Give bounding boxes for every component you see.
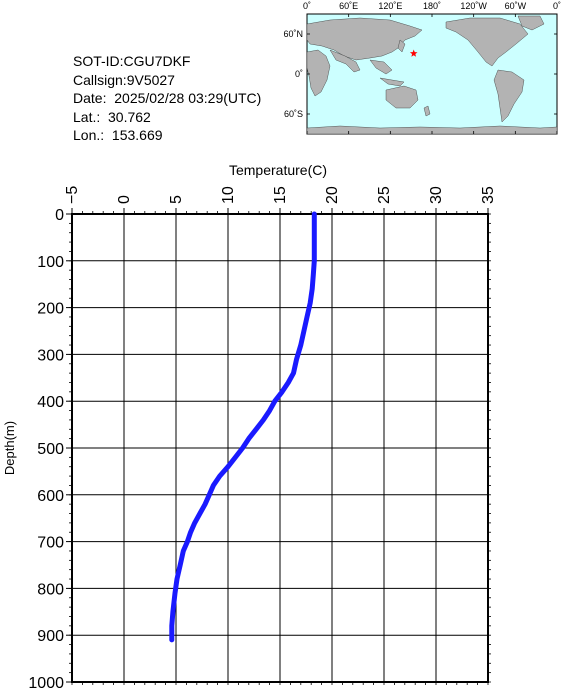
location-star-icon bbox=[409, 49, 418, 57]
land-indonesia bbox=[379, 77, 405, 87]
map-lon-label: 120˚E bbox=[378, 1, 402, 11]
land-europe-asia bbox=[306, 17, 423, 61]
land-seasia bbox=[369, 59, 393, 75]
y-tick-label: 500 bbox=[37, 441, 64, 458]
map-lon-label: 60˚W bbox=[505, 1, 527, 11]
x-tick-label: 30 bbox=[428, 186, 445, 204]
x-tick-label: 20 bbox=[324, 186, 341, 204]
land-greenland bbox=[517, 15, 545, 31]
world-map: 0˚ 60˚E 120˚E 180˚ 120˚W 60˚W 0˚ 60˚N 0˚ 60˚S bbox=[283, 1, 561, 135]
y-tick-label: 400 bbox=[37, 394, 64, 411]
sot-id-text: SOT-ID:CGU7DKF bbox=[73, 53, 191, 69]
land-africa bbox=[306, 49, 331, 97]
y-axis-label: Depth(m) bbox=[2, 421, 17, 475]
y-tick-label: 1000 bbox=[28, 675, 64, 690]
y-tick-label: 200 bbox=[37, 301, 64, 318]
map-lon-label: 0˚ bbox=[303, 1, 311, 11]
temperature-series-line bbox=[169, 211, 317, 643]
map-lon-label: 0˚ bbox=[553, 1, 561, 11]
map-land bbox=[306, 15, 558, 135]
land-north-america bbox=[445, 17, 529, 67]
callsign-text: Callsign:9V5027 bbox=[73, 71, 175, 88]
y-tick-label: 0 bbox=[55, 207, 64, 224]
x-tick-label: 25 bbox=[376, 186, 393, 204]
lat-text: Lat.: 30.762 bbox=[73, 108, 151, 125]
land-south-america bbox=[493, 69, 525, 123]
y-tick-label: 300 bbox=[37, 347, 64, 364]
land-nz bbox=[423, 105, 431, 117]
map-lon-label: 120˚W bbox=[460, 1, 487, 11]
y-tick-labels: 0 100 200 300 400 500 600 700 800 900 1000 bbox=[28, 207, 64, 690]
land-japan bbox=[397, 39, 406, 53]
date-text: Date: 2025/02/28 03:29(UTC) bbox=[73, 90, 262, 107]
chart-grid bbox=[71, 213, 489, 683]
map-lon-label: 180˚ bbox=[423, 1, 441, 11]
x-tick-label: 5 bbox=[168, 195, 185, 204]
y-tick-label: 800 bbox=[37, 581, 64, 598]
land-australia bbox=[385, 85, 419, 109]
y-tick-label: 700 bbox=[37, 535, 64, 552]
map-lon-label: 60˚E bbox=[339, 1, 358, 11]
x-tick-label: 15 bbox=[272, 186, 289, 204]
plot-frame bbox=[71, 213, 489, 683]
y-tick-label: 900 bbox=[37, 628, 64, 645]
map-lat-label: 60˚N bbox=[283, 29, 303, 39]
lon-text: Lon.: 153.669 bbox=[73, 127, 163, 144]
y-tick-label: 100 bbox=[37, 254, 64, 271]
map-lat-label: 0˚ bbox=[295, 69, 303, 79]
x-tick-label: 35 bbox=[480, 186, 497, 204]
map-lat-label: 60˚S bbox=[284, 109, 303, 119]
chart-ticks bbox=[66, 208, 491, 685]
profile-info: SOT-ID:CGU7DKF Callsign:9V5027 Date: 202… bbox=[73, 52, 261, 145]
x-tick-labels: −5 0 5 10 15 20 25 30 35 bbox=[64, 186, 497, 204]
x-tick-label: 0 bbox=[116, 195, 133, 204]
x-tick-label: 10 bbox=[220, 186, 237, 204]
x-axis-label: Temperature(C) bbox=[229, 162, 327, 178]
land-arabia-india bbox=[329, 49, 361, 73]
y-tick-label: 600 bbox=[37, 488, 64, 505]
map-graticule bbox=[306, 14, 558, 134]
x-tick-label: −5 bbox=[64, 186, 81, 204]
